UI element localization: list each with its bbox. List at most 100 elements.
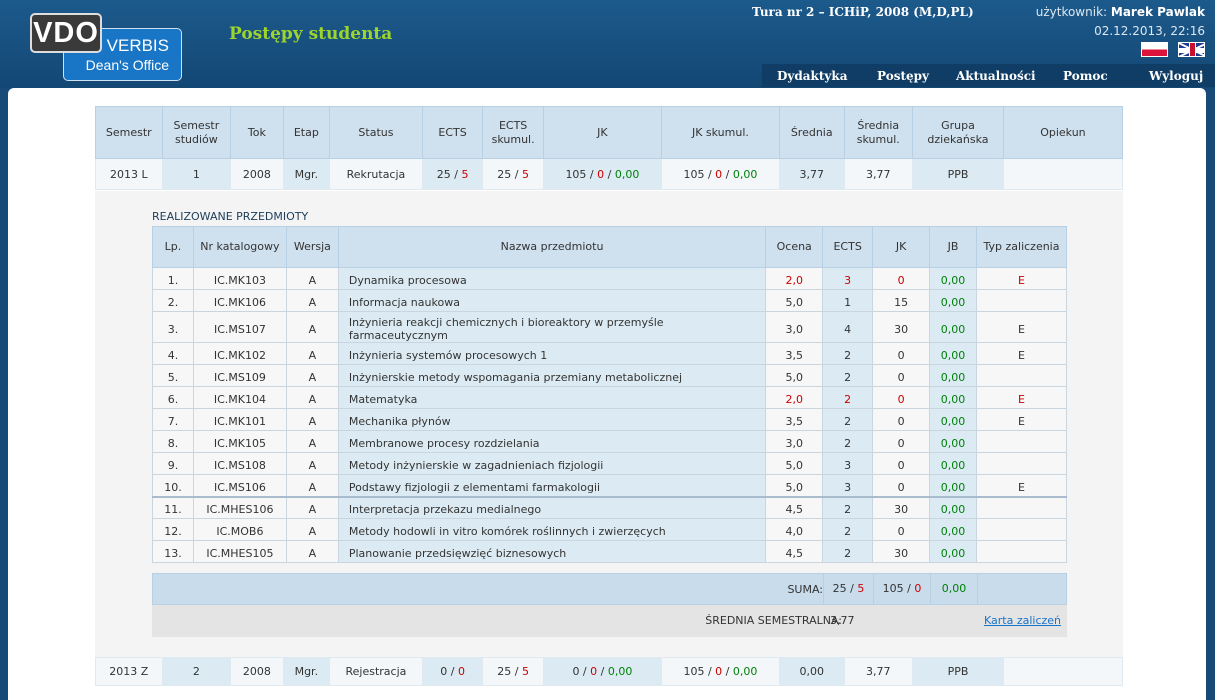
nav-pomoc[interactable]: Pomoc — [1063, 68, 1108, 83]
cell-ects: 2 — [822, 386, 874, 409]
semester-row[interactable]: 2013 Z 2 2008 Mgr. Rejestracja 0 / 0 25 … — [95, 657, 1124, 686]
cell-jb: 0,00 — [929, 430, 977, 453]
cell-ects: 3 — [822, 452, 874, 475]
nav-dydaktyka[interactable]: Dydaktyka — [777, 68, 848, 83]
cell-wersja: A — [285, 289, 339, 312]
cell-lp: 12. — [152, 518, 194, 541]
subject-row[interactable]: 5. IC.MS109 A Inżynierskie metody wspomagan… — [152, 364, 1067, 387]
subject-row[interactable]: 9. IC.MS108 A Metody inżynierskie w zagadni… — [152, 452, 1067, 475]
cell-jb: 0,00 — [929, 311, 977, 343]
col-wersja: Wersja — [285, 226, 339, 268]
sum-label: SUMA: — [787, 583, 823, 596]
subjects-title: REALIZOWANE PRZEDMIOTY — [152, 210, 309, 223]
cell-jk: 0 — [872, 386, 931, 409]
cell-nr-katalogowy: IC.MOB6 — [192, 518, 287, 541]
cell-lp: 2. — [152, 289, 194, 312]
cell-ects: 2 — [822, 518, 874, 541]
average-label: ŚREDNIA SEMESTRALNA: — [705, 614, 842, 627]
subject-row[interactable]: 13. IC.MHES105 A Planowanie przedsięwzięć b… — [152, 540, 1067, 563]
cell-nazwa: Interpretacja przekazu medialnego — [337, 495, 767, 519]
datetime: 02.12.2013, 22:16 — [1094, 24, 1205, 38]
karta-zaliczen-link[interactable]: Karta zaliczeń — [984, 614, 1062, 627]
col-semestr-studiow: Semestr studiów — [161, 106, 232, 159]
cell-ocena: 3,5 — [765, 408, 824, 431]
cell-typ — [976, 364, 1067, 387]
subject-row[interactable]: 2. IC.MK106 A Informacja naukowa 5,0 1 15 0,00 — [152, 289, 1067, 312]
cell-nazwa: Mechanika płynów — [337, 408, 767, 431]
cell-jk: 0 — [872, 518, 931, 541]
cell-wersja: A — [285, 430, 339, 453]
cell-typ: E — [976, 408, 1067, 431]
cell-lp: 4. — [152, 342, 194, 365]
col-ects: ECTS — [822, 226, 874, 268]
cell-ocena: 2,0 — [765, 386, 824, 409]
subject-row[interactable]: 6. IC.MK104 A Matematyka 2,0 2 0 0,00 E — [152, 386, 1067, 409]
subject-row[interactable]: 10. IC.MS106 A Podstawy fizjologii z elemen… — [152, 474, 1067, 497]
subject-row[interactable]: 12. IC.MOB6 A Metody hodowli in vitro komór… — [152, 518, 1067, 541]
cell-ects: 4 — [822, 311, 874, 343]
subject-row[interactable]: 3. IC.MS107 A Inżynieria reakcji chemicznyc… — [152, 311, 1067, 343]
cell-typ — [976, 289, 1067, 312]
cell-ocena: 4,5 — [765, 540, 824, 563]
col-jb: JB — [929, 226, 977, 268]
polish-flag-icon[interactable] — [1141, 42, 1168, 57]
cell-nr-katalogowy: IC.MK104 — [192, 386, 287, 409]
cell-jb: 0,00 — [929, 452, 977, 475]
nav-wyloguj[interactable]: Wyloguj — [1149, 68, 1204, 83]
cell-wersja: A — [285, 408, 339, 431]
col-ects-skumul: ECTS skumul. — [482, 106, 544, 159]
main-nav: Dydaktyka Postępy Aktualności Pomoc Wylo… — [762, 64, 1215, 87]
vdo-logo[interactable]: VDO VERBIS Dean's Office — [30, 13, 182, 81]
cell-jk-skumul: 105 / 0 / 0,00 — [660, 158, 780, 190]
cell-nr-katalogowy: IC.MHES105 — [192, 540, 287, 563]
semester-detail-panel: REALIZOWANE PRZEDMIOTY Lp. Nr katalogowy… — [95, 191, 1123, 657]
cell-lp: 8. — [152, 430, 194, 453]
cell-jb: 0,00 — [929, 495, 977, 519]
cell-wersja: A — [285, 474, 339, 497]
subject-row[interactable]: 7. IC.MK101 A Mechanika płynów 3,5 2 0 0,00 E — [152, 408, 1067, 431]
cell-jk: 0 — [872, 408, 931, 431]
col-ects: ECTS — [421, 106, 484, 159]
cell-typ — [976, 540, 1067, 563]
cell-ocena: 3,0 — [765, 311, 824, 343]
subjects-table: Lp. Nr katalogowy Wersja Nazwa przedmiot… — [152, 226, 1067, 563]
cell-nazwa: Metody inżynierskie w zagadnieniach fizj… — [337, 452, 767, 475]
app-header: VDO VERBIS Dean's Office Postępy student… — [0, 0, 1215, 88]
cell-jk: 0 — [872, 474, 931, 497]
cell-typ — [976, 518, 1067, 541]
subjects-header-row: Lp. Nr katalogowy Wersja Nazwa przedmiot… — [152, 226, 1067, 268]
english-flag-icon[interactable] — [1178, 42, 1205, 57]
cell-status: Rejestracja — [329, 657, 423, 686]
cell-jb: 0,00 — [929, 518, 977, 541]
subject-row[interactable]: 4. IC.MK102 A Inżynieria systemów procesowy… — [152, 342, 1067, 365]
cell-jb: 0,00 — [929, 474, 977, 497]
col-typ-zaliczenia: Typ zaliczenia — [976, 226, 1067, 268]
nav-postepy[interactable]: Postępy — [877, 68, 930, 83]
sum-jb: 0,00 — [930, 574, 977, 604]
col-jk: JK — [542, 106, 662, 159]
subject-row[interactable]: 1. IC.MK103 A Dynamika procesowa 2,0 3 0 0,00 E — [152, 267, 1067, 290]
semester-row[interactable]: 2013 L 1 2008 Mgr. Rekrutacja 25 / 5 25 … — [95, 158, 1124, 190]
cell-jb: 0,00 — [929, 386, 977, 409]
cell-ects: 3 — [822, 267, 874, 290]
cell-wersja: A — [285, 311, 339, 343]
cell-jb: 0,00 — [929, 364, 977, 387]
cell-ocena: 3,0 — [765, 430, 824, 453]
cell-nr-katalogowy: IC.MK103 — [192, 267, 287, 290]
nav-aktualnosci[interactable]: Aktualności — [956, 68, 1036, 83]
cell-nr-katalogowy: IC.MK105 — [192, 430, 287, 453]
subject-row[interactable]: 11. IC.MHES106 A Interpretacja przekazu med… — [152, 495, 1067, 519]
cell-nazwa: Dynamika procesowa — [337, 267, 767, 290]
col-ocena: Ocena — [765, 226, 824, 268]
cell-ocena: 4,5 — [765, 495, 824, 519]
average-row: ŚREDNIA SEMESTRALNA: 3,77 Karta zaliczeń — [152, 605, 1067, 637]
cell-srednia: 3,77 — [778, 158, 845, 190]
subject-row[interactable]: 8. IC.MK105 A Membranowe procesy rozdzielan… — [152, 430, 1067, 453]
col-srednia: Średnia — [778, 106, 845, 159]
cell-jk-skumul: 105 / 0 / 0,00 — [660, 657, 780, 686]
col-etap: Etap — [282, 106, 331, 159]
cell-ocena: 5,0 — [765, 474, 824, 497]
cell-jb: 0,00 — [929, 289, 977, 312]
cell-ects: 2 — [822, 342, 874, 365]
cell-nr-katalogowy: IC.MK102 — [192, 342, 287, 365]
